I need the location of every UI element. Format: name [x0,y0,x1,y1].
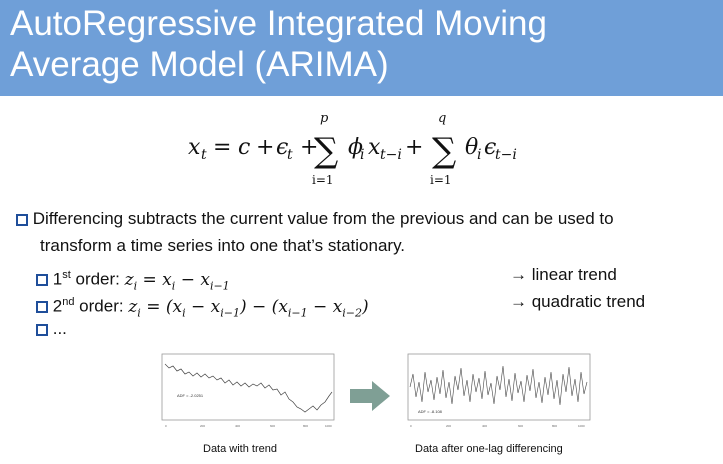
svg-text:400: 400 [235,424,240,428]
sum1-upper: p [320,111,329,126]
formula-plus-1: + [256,135,274,160]
left-adf-label: ADF = -2.0251 [177,393,204,398]
bullet-box-icon [36,274,48,287]
formula-phi: ϕ [348,135,363,160]
title-band: AutoRegressive Integrated Moving Average… [0,0,723,96]
note-linear-trend: → linear trend [510,265,617,284]
differenced-plot: ADF = -8.108 0 200 400 600 800 1000 [407,353,591,428]
first-order-prefix: 1 [52,269,63,289]
sub-bullet-first-order: 1st order: zi = xi − xi−1 [36,264,230,297]
sum1-sigma: ∑ [314,131,338,171]
second-order-formula: zi = (xi − xi−1) − (xi−1 − xi−2) [128,296,369,320]
svg-text:1000: 1000 [578,424,585,428]
svg-text:600: 600 [518,424,523,428]
slide-title-line-1: AutoRegressive Integrated Moving [10,4,547,43]
formula-lhs: x [188,135,201,160]
sub-bullet-second-order: 2nd order: zi = (xi − xi−1) − (xi−1 − xi… [36,291,369,324]
trend-plot: ADF = -2.0251 0 200 400 600 800 1000 [161,353,335,428]
first-order-formula: zi = xi − xi−1 [124,269,230,293]
sum2-sigma: ∑ [432,131,456,171]
formula-c: c [238,135,250,160]
arima-formula: x t = c + ϵ t + p ∑ i=1 ϕ i x t−i + q ∑ … [188,111,517,187]
formula-theta-sub: i [477,147,481,163]
svg-text:400: 400 [482,424,487,428]
svg-text:200: 200 [200,424,205,428]
second-order-label: order: [74,296,129,316]
first-order-sup: st [62,269,71,281]
svg-text:800: 800 [552,424,557,428]
bullet-box-icon [36,323,48,336]
svg-text:600: 600 [270,424,275,428]
svg-text:800: 800 [303,424,308,428]
formula-x-sub: t−i [380,147,402,163]
formula-eq: = [213,135,231,160]
second-order-sup: nd [62,296,75,308]
bullet-box-icon [16,213,28,226]
formula-plus-3: + [405,135,423,160]
svg-text:0: 0 [165,424,167,428]
bullet-box-icon [36,301,48,314]
formula-phi-sub: i [360,147,364,163]
bullet-main-line-2: transform a time series into one that’s … [40,236,406,255]
formula-x: x [368,135,381,160]
ellipsis-text: ... [52,319,67,338]
svg-text:200: 200 [446,424,451,428]
svg-text:0: 0 [410,424,412,428]
sum2-lower: i=1 [430,173,452,187]
formula-eps2-sub: t−i [495,147,517,163]
formula-theta: θ [465,135,478,160]
bullet-main-line-1: Differencing subtracts the current value… [16,208,614,230]
note-quadratic-trend: → quadratic trend [510,292,646,311]
sum1-lower: i=1 [312,173,334,187]
first-order-label: order: [70,269,125,289]
sum2-upper: q [438,111,446,126]
formula-eps: ϵ [276,135,288,160]
formula-plus-2: + [300,135,318,160]
right-adf-label: ADF = -8.108 [418,409,443,414]
slide-title-line-2: Average Model (ARIMA) [10,45,389,84]
formula-eps2: ϵ [484,135,496,160]
svg-text:1000: 1000 [325,424,332,428]
left-plot-caption: Data with trend [203,443,277,455]
formula-lhs-sub: t [201,147,207,163]
sub-bullet-ellipsis: ... [36,318,67,340]
bullet-main-text-1: Differencing subtracts the current value… [32,209,614,228]
right-plot-caption: Data after one-lag differencing [415,443,563,455]
second-order-prefix: 2 [52,296,63,316]
formula-eps-sub: t [287,147,293,163]
transform-arrow-icon [350,381,390,411]
